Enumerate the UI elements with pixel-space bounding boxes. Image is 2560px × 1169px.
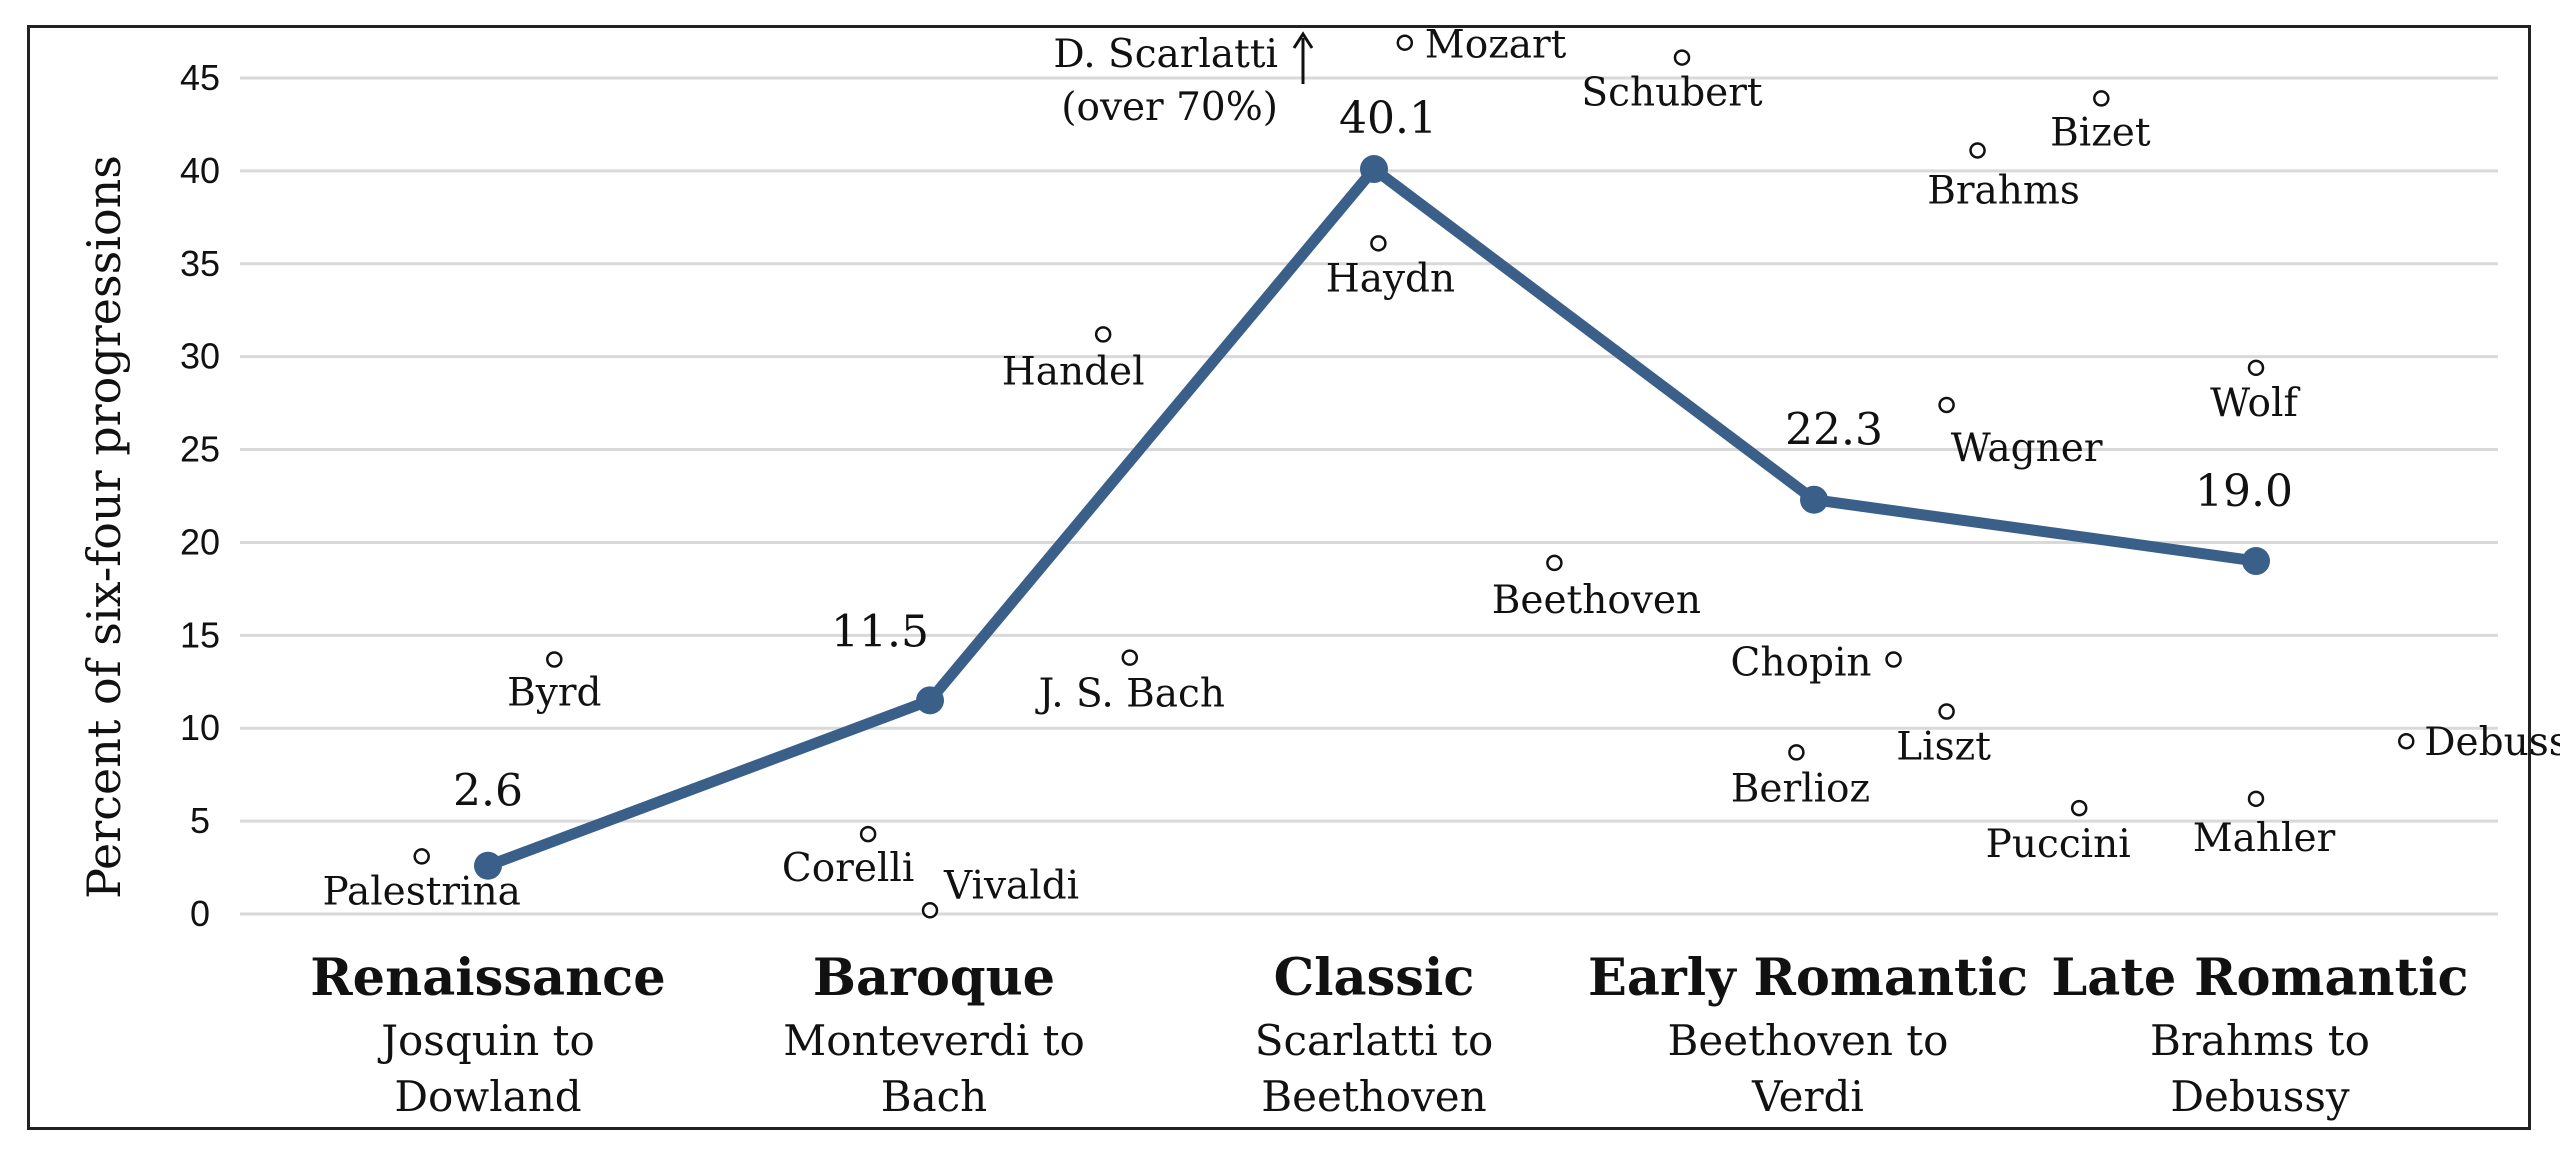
series-point (916, 686, 944, 715)
composer-label-puccini: Puccini (1986, 822, 2131, 867)
y-tick-label: 45 (180, 57, 220, 98)
y-tick-label: 25 (180, 429, 220, 470)
composer-point-schubert (1673, 49, 1691, 66)
y-tick-label: 15 (180, 614, 220, 655)
category-range-end-classic: Beethoven (1261, 1072, 1486, 1121)
composer-label-wagner: Wagner (1951, 426, 2103, 471)
composer-point-berlioz (1788, 744, 1805, 761)
composer-label-debussy: Debussy (2424, 720, 2560, 765)
composer-point-corelli (859, 825, 877, 843)
composer-point-haydn (1370, 235, 1387, 252)
composer-point-debussy (2398, 732, 2415, 750)
composer-label-bizet: Bizet (2050, 110, 2151, 155)
data-label: 19.0 (2195, 466, 2293, 517)
composer-point-beethoven (1546, 554, 1563, 572)
composer-point-palestrina (413, 848, 430, 865)
composer-point-wolf (2247, 359, 2265, 377)
category-range-end-late-romantic: Debussy (2170, 1072, 2350, 1121)
composer-label-berlioz: Berlioz (1731, 766, 1870, 811)
category-range-early-romantic: Beethoven to (1668, 1016, 1949, 1065)
series-point (2242, 547, 2270, 576)
y-tick-label: 40 (180, 150, 220, 191)
category-range-baroque: Monteverdi to (783, 1016, 1085, 1065)
composer-label-brahms: Brahms (1927, 168, 2080, 213)
composer-label-corelli: Corelli (782, 846, 914, 891)
category-range-classic: Scarlatti to (1255, 1016, 1494, 1065)
annotation-scarlatti-name: D. Scarlatti (1053, 32, 1278, 77)
composer-label-vivaldi: Vivaldi (943, 863, 1079, 908)
category-name-late-romantic: Late Romantic (2051, 948, 2468, 1008)
composer-point-wagner (1938, 396, 1955, 414)
category-name-baroque: Baroque (813, 948, 1055, 1008)
composer-label-mahler: Mahler (2193, 816, 2336, 861)
composer-label-handel: Handel (1002, 349, 1145, 394)
composer-point-j-s-bach (1121, 649, 1139, 666)
chart-frame (27, 25, 2531, 1130)
composer-point-chopin (1885, 651, 1902, 668)
composer-point-bizet (2093, 90, 2110, 107)
y-tick-label: 0 (190, 893, 210, 934)
composer-point-mahler (2247, 790, 2265, 808)
composer-point-brahms (1969, 142, 1986, 159)
data-label: 40.1 (1339, 93, 1437, 144)
category-range-renaissance: Josquin to (377, 1016, 595, 1065)
up-arrow-icon (1292, 31, 1314, 84)
y-tick-label: 10 (180, 707, 220, 748)
y-axis-label: Percent of six-four progressions (77, 155, 131, 899)
data-label: 22.3 (1785, 405, 1883, 456)
composer-label-beethoven: Beethoven (1492, 578, 1701, 623)
composer-label-byrd: Byrd (507, 670, 601, 715)
composer-label-wolf: Wolf (2210, 381, 2300, 426)
category-name-early-romantic: Early Romantic (1588, 948, 2028, 1008)
category-range-end-baroque: Bach (881, 1072, 987, 1121)
y-tick-label: 35 (180, 243, 220, 284)
annotation-scarlatti-note: (over 70%) (1061, 85, 1278, 130)
composer-label-mozart: Mozart (1425, 23, 1567, 68)
data-label: 2.6 (453, 766, 523, 817)
y-tick-label: 20 (180, 521, 220, 562)
composer-point-vivaldi (921, 902, 939, 919)
category-range-late-romantic: Brahms to (2150, 1016, 2370, 1065)
category-name-renaissance: Renaissance (310, 948, 665, 1008)
composer-label-liszt: Liszt (1896, 725, 1991, 770)
y-tick-label: 5 (190, 800, 210, 841)
category-range-end-early-romantic: Verdi (1751, 1072, 1864, 1121)
composer-label-schubert: Schubert (1581, 71, 1762, 116)
composer-label-haydn: Haydn (1326, 256, 1455, 301)
series-point (1800, 485, 1828, 514)
composer-point-byrd (546, 651, 563, 668)
composer-point-handel (1094, 326, 1112, 343)
composer-point-puccini (2070, 799, 2088, 817)
category-name-classic: Classic (1274, 948, 1475, 1008)
data-label: 11.5 (831, 606, 929, 657)
y-tick-label: 30 (180, 336, 220, 377)
category-range-end-renaissance: Dowland (394, 1072, 581, 1121)
series-point (1360, 155, 1388, 184)
composer-point-mozart (1396, 34, 1414, 51)
series-point (474, 851, 502, 880)
composer-point-liszt (1938, 703, 1955, 720)
composer-label-j-s-bach: J. S. Bach (1035, 672, 1225, 717)
composer-label-chopin: Chopin (1731, 640, 1872, 685)
